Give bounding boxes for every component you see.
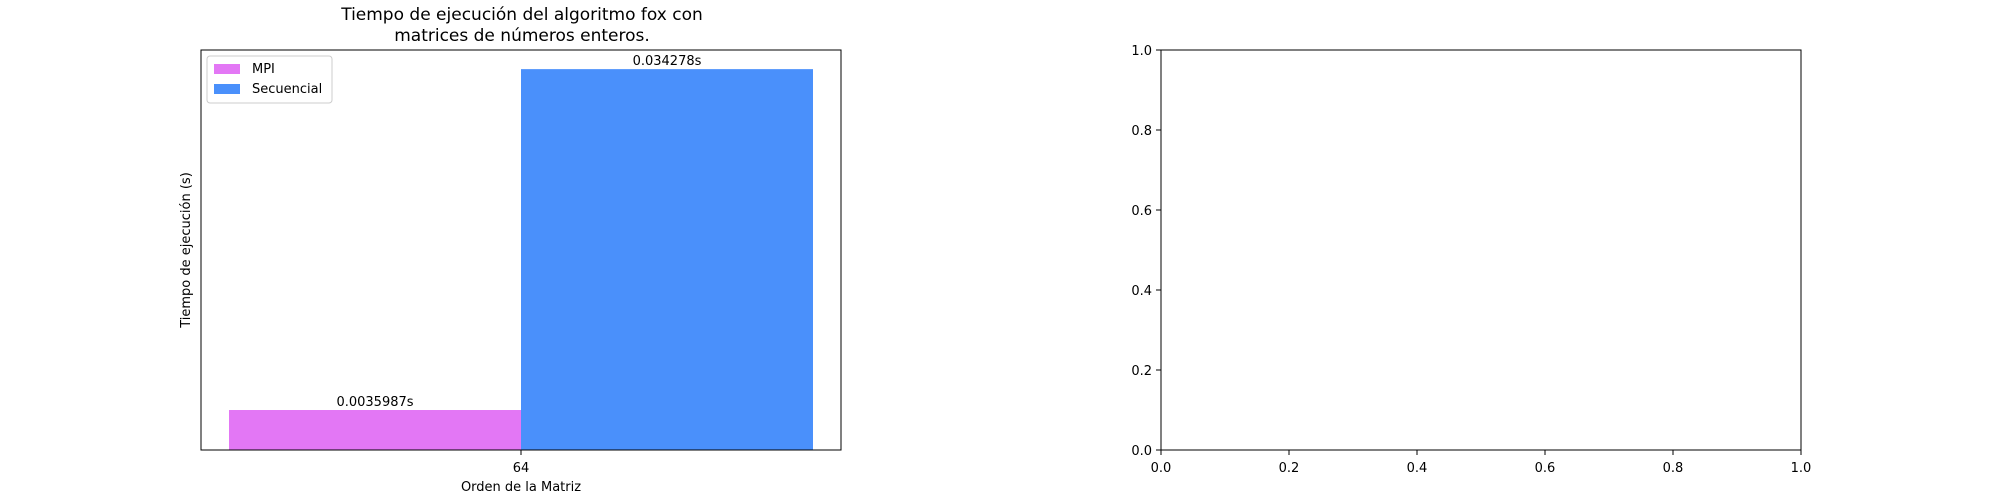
chart-title-line-1: Tiempo de ejecución del algoritmo fox co…: [340, 5, 703, 25]
x-tick-label: 0.2: [1279, 461, 1300, 476]
empty-axis-ticks: 0.0 0.2 0.4 0.6 0.8 1.0 0.0 0.2 0.4 0.6 0.8 1.0: [1131, 44, 1811, 476]
data-label-mpi: 0.0035987s: [336, 395, 413, 410]
y-tick-label: 0.0: [1131, 444, 1152, 459]
legend: MPI Secuencial: [206, 55, 333, 104]
y-tick-label: 0.4: [1131, 284, 1152, 299]
y-tick-label: 0.8: [1131, 124, 1152, 139]
chart-title-line-2: matrices de números enteros.: [394, 26, 650, 46]
x-tick-label: 1.0: [1791, 461, 1812, 476]
x-tick-label: 0.6: [1535, 461, 1556, 476]
x-axis-label: Orden de la Matriz: [461, 480, 581, 495]
x-tick-label: 0.8: [1663, 461, 1684, 476]
bar-secuencial-64: [521, 69, 813, 450]
y-tick-label: 0.2: [1131, 364, 1152, 379]
x-tick-label: 0.0: [1151, 461, 1172, 476]
legend-swatch-secuencial: [214, 84, 240, 94]
y-tick-label: 1.0: [1131, 44, 1152, 59]
bar-chart: Tiempo de ejecución del algoritmo fox co…: [179, 5, 842, 495]
legend-label-secuencial: Secuencial: [252, 82, 322, 97]
y-axis-label: Tiempo de ejecución (s): [179, 172, 194, 329]
y-tick-label: 0.6: [1131, 204, 1152, 219]
bars-layer: 0.0035987s 0.034278s: [229, 54, 813, 450]
empty-plot-frame: [1160, 49, 1802, 451]
data-label-secuencial: 0.034278s: [633, 54, 702, 69]
empty-chart: 0.0 0.2 0.4 0.6 0.8 1.0 0.0 0.2 0.4 0.6 0.8 1.0: [1131, 44, 1811, 476]
legend-label-mpi: MPI: [252, 62, 275, 77]
x-tick-label: 64: [513, 461, 530, 476]
legend-swatch-mpi: [214, 64, 240, 74]
x-tick-label: 0.4: [1407, 461, 1428, 476]
bar-mpi-64: [229, 410, 521, 450]
